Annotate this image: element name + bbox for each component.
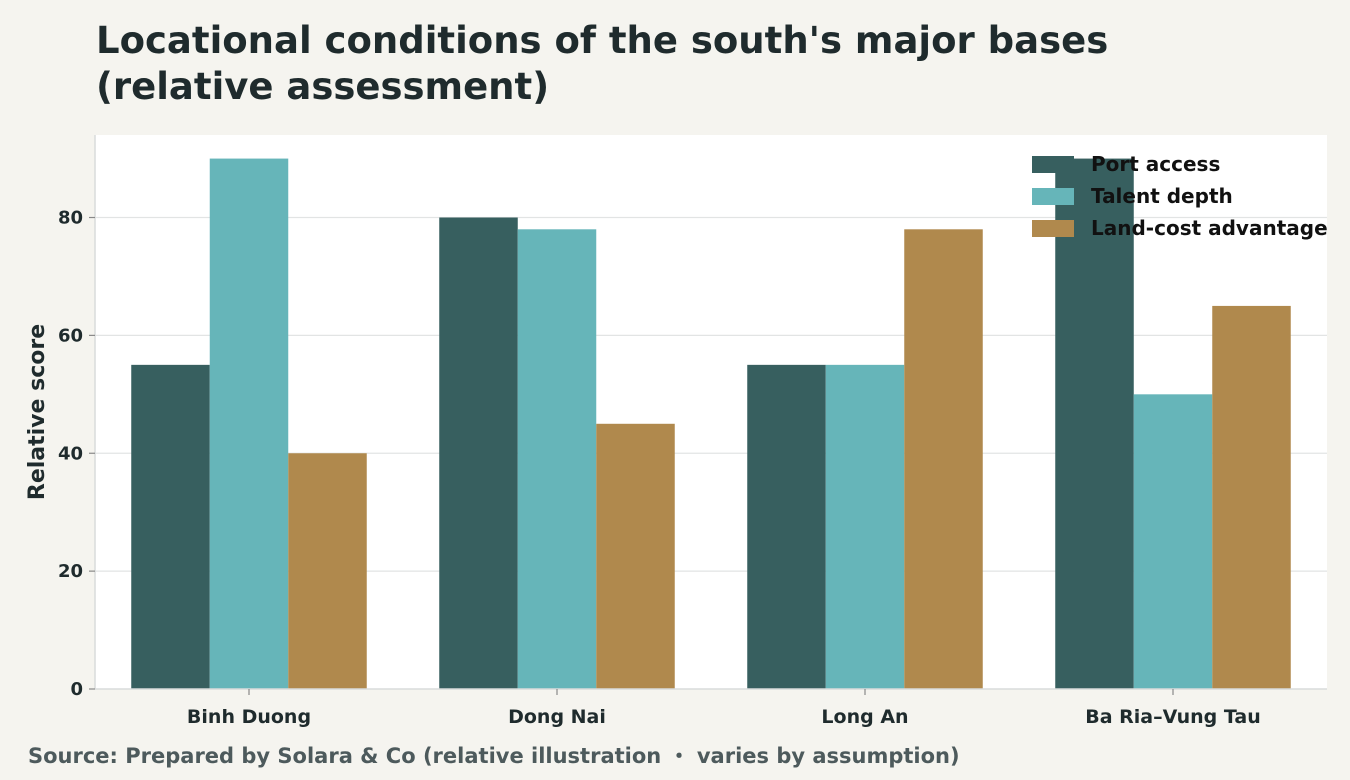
legend-swatch — [1032, 188, 1074, 205]
y-tick-label: 60 — [58, 325, 83, 346]
legend-swatch — [1032, 156, 1074, 173]
x-tick-label: Long An — [821, 706, 908, 728]
x-ticks: Binh Duong Dong Nai Long An Ba Ria–Vung Tau — [187, 689, 1261, 728]
bars — [131, 158, 1291, 690]
legend: Port access Talent depth Land-cost advanta… — [1032, 152, 1328, 240]
y-tick-label: 40 — [58, 443, 83, 464]
legend-label: Land-cost advantage — [1091, 216, 1328, 240]
y-tick-label: 0 — [70, 679, 83, 700]
y-axis-title: Relative score — [25, 324, 50, 500]
bar-port-access-2 — [747, 364, 826, 689]
x-tick-label: Ba Ria–Vung Tau — [1085, 706, 1261, 728]
bar-talent-depth-0 — [209, 158, 289, 689]
chart-title: Locational conditions of the south's maj… — [96, 19, 1109, 108]
legend-label: Talent depth — [1091, 184, 1233, 208]
x-tick-label: Dong Nai — [508, 706, 606, 728]
bar-land-cost-advantage-1 — [596, 423, 675, 689]
bar-land-cost-advantage-3 — [1212, 305, 1291, 689]
bar-port-access-1 — [439, 217, 518, 690]
bar-land-cost-advantage-2 — [904, 229, 983, 690]
source-note: Source: Prepared by Solara & Co (relativ… — [28, 744, 960, 768]
bar-port-access-3 — [1055, 158, 1134, 689]
legend-swatch — [1032, 220, 1074, 237]
bar-talent-depth-1 — [517, 229, 597, 690]
y-tick-label: 80 — [58, 208, 83, 229]
x-tick-label: Binh Duong — [187, 706, 311, 728]
bar-talent-depth-3 — [1133, 394, 1213, 689]
bar-land-cost-advantage-0 — [288, 453, 367, 689]
bar-talent-depth-2 — [825, 364, 905, 689]
y-tick-label: 20 — [58, 561, 83, 582]
bar-port-access-0 — [131, 364, 210, 689]
y-ticks: 0 20 40 60 80 — [58, 208, 95, 700]
legend-label: Port access — [1091, 152, 1220, 176]
